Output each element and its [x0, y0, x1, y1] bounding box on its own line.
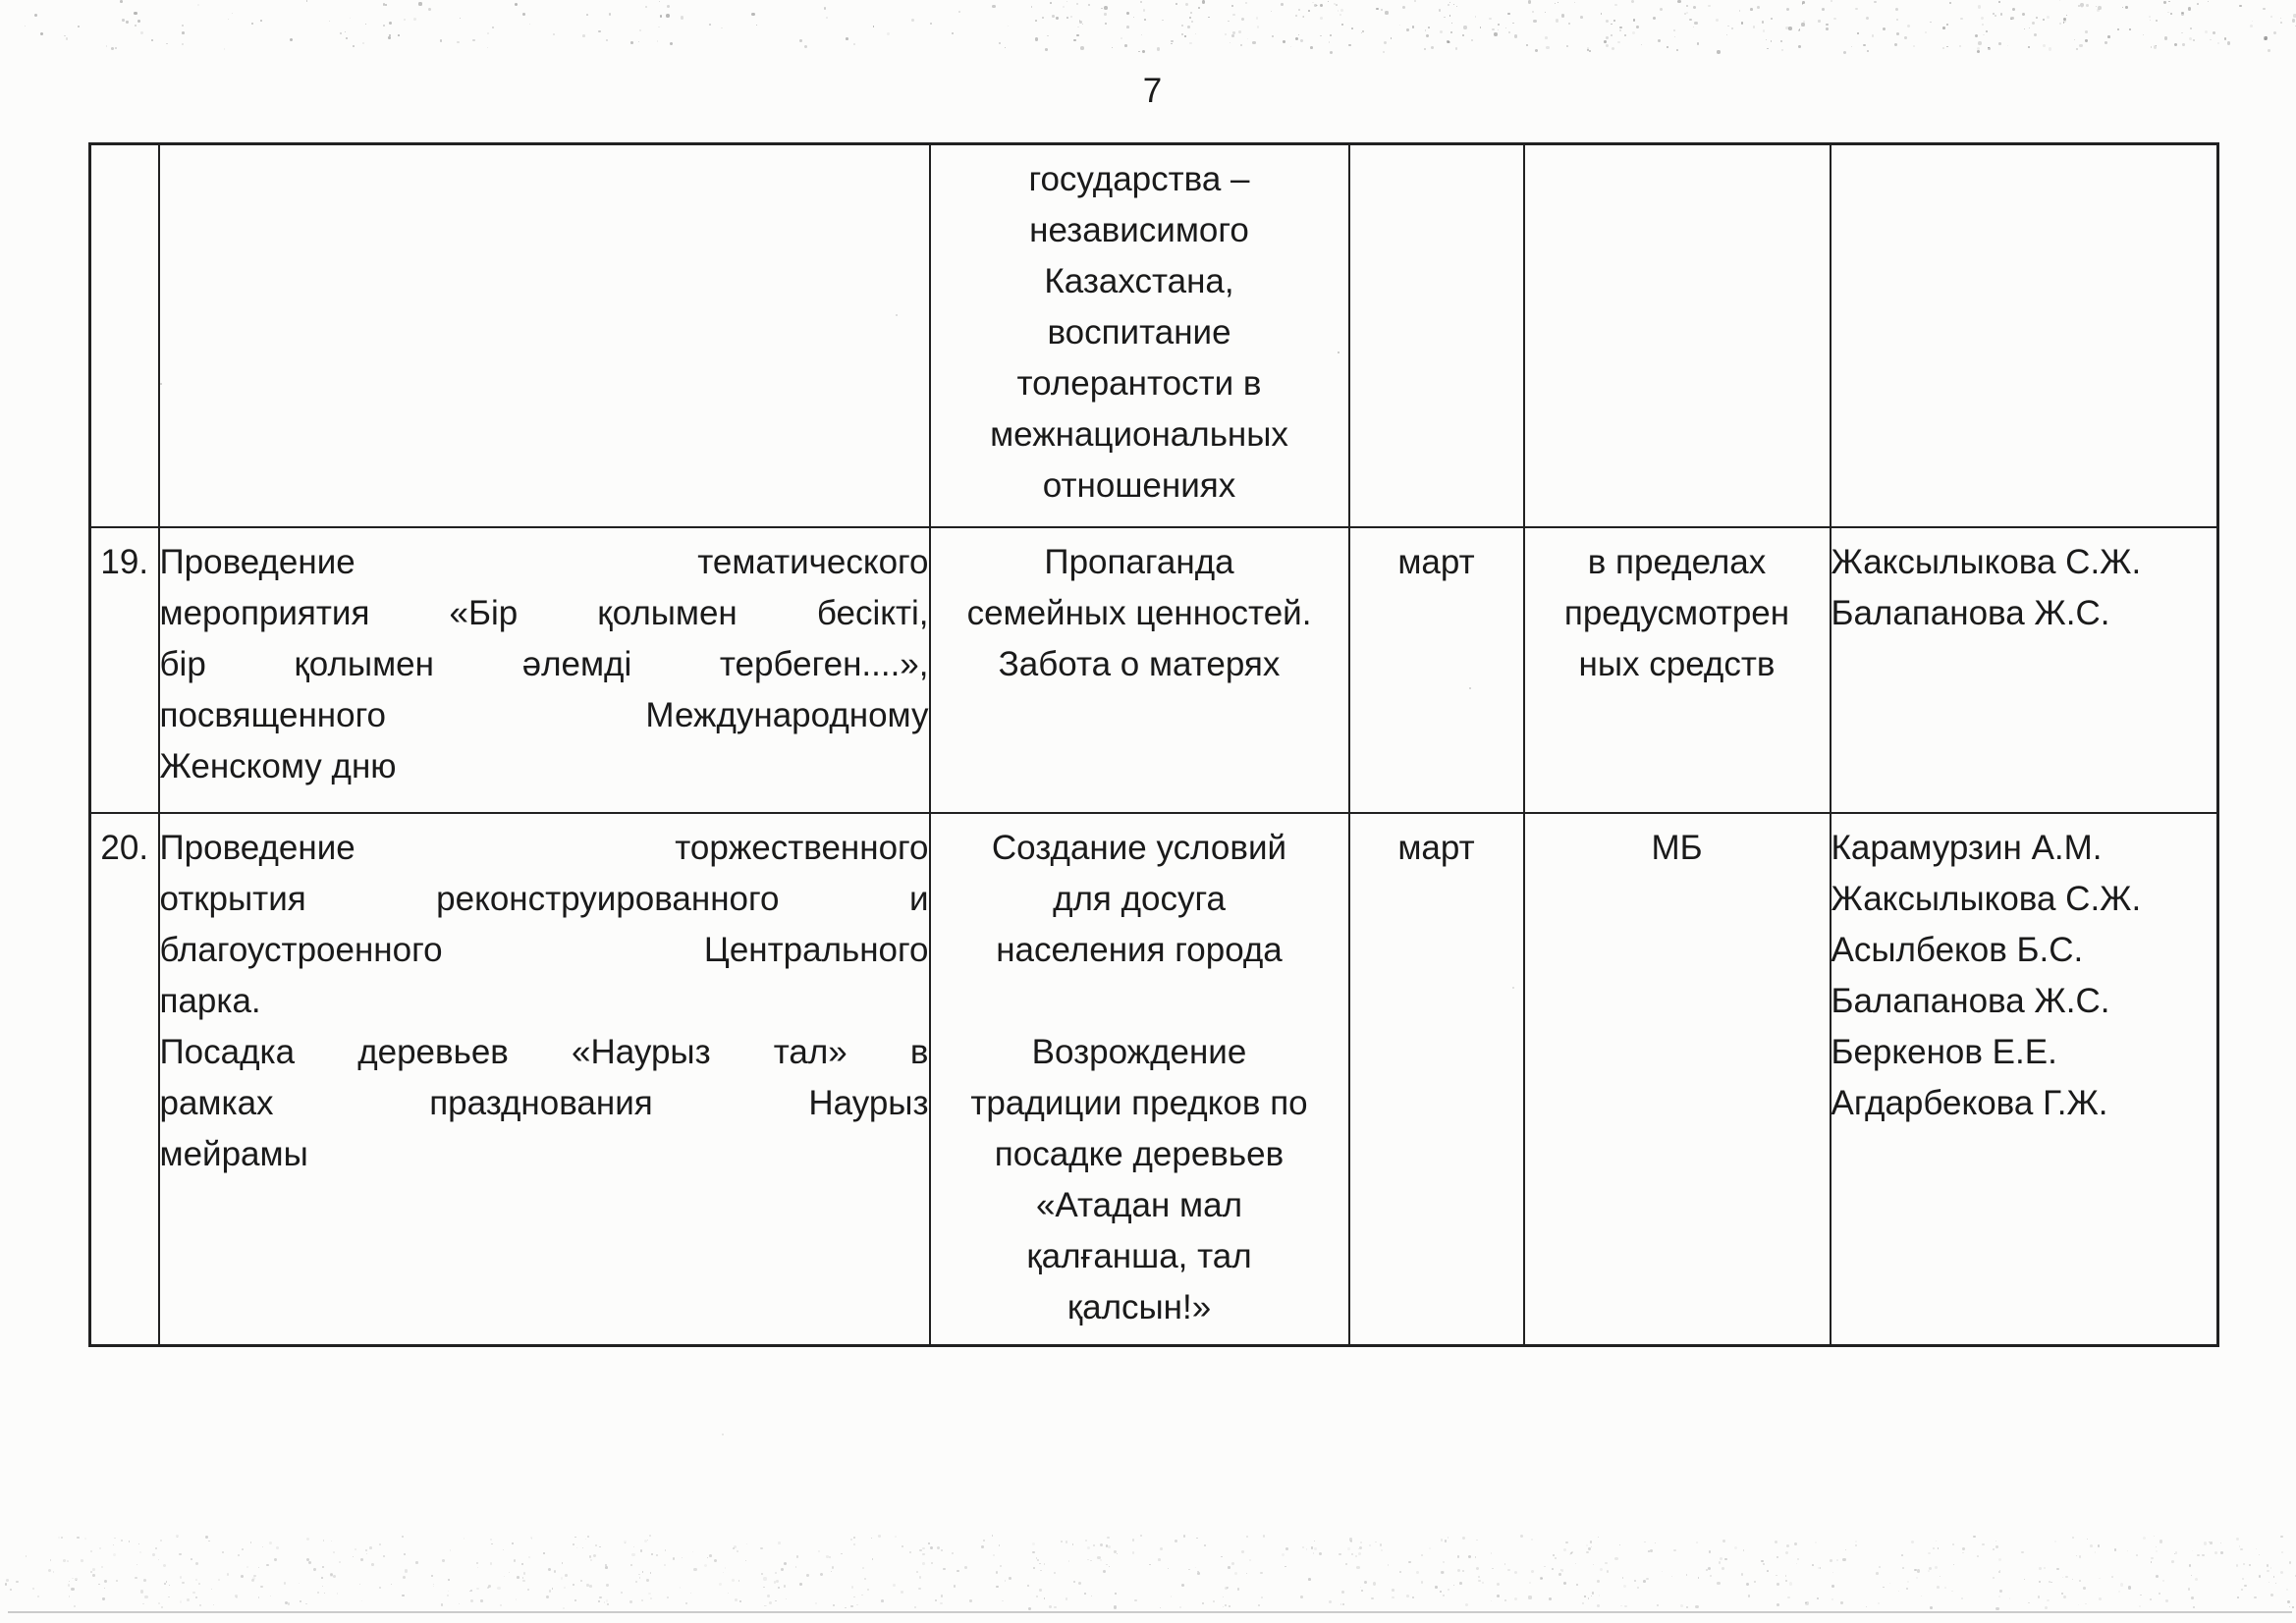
text-line: населения города [996, 930, 1283, 969]
text-line: март [1397, 828, 1475, 867]
text-line: парка. [159, 981, 261, 1020]
text-line: мероприятия «Бір қолымен бесікті, [159, 593, 929, 632]
text-line: Посадка деревьев «Наурыз тал» в [159, 1032, 929, 1071]
cell-budget: в пределах предусмотрен ных средств [1522, 525, 1831, 814]
text-line: благоустроенного Центрального [159, 930, 929, 969]
text-line: посвященного Международному [159, 695, 929, 734]
text-line: открытия реконструированного и [159, 879, 929, 918]
text-line: Балапанова Ж.С. [1831, 593, 2110, 632]
text-line: Возрождение [1031, 1032, 1247, 1071]
text-line: для досуга [1053, 879, 1226, 918]
text-line: отношениях [1042, 466, 1236, 505]
cell-activity [157, 142, 931, 528]
text-line: қалғанша, тал [1026, 1236, 1252, 1275]
text-line: МБ [1651, 828, 1703, 867]
text-line: воспитание [1047, 313, 1231, 352]
cell-activity: Проведение тематического мероприятия «Бір… [157, 525, 931, 814]
text-line: «Атадан мал [1035, 1185, 1243, 1224]
text-line: толерантости в [1016, 364, 1262, 403]
cell-responsible [1829, 142, 2219, 528]
text-line: қалсын!» [1066, 1287, 1212, 1326]
cell-purpose: Создание условий для досуга населения горо… [928, 811, 1350, 1347]
text-line [932, 976, 1347, 1027]
text-line: Забота о матерях [998, 644, 1281, 683]
text-line: традиции предков по [970, 1083, 1308, 1122]
text-line: 20. [100, 828, 149, 867]
text-line: Пропаганда [1044, 542, 1234, 581]
cell-budget: МБ [1522, 811, 1831, 1347]
text-line: ных средств [1578, 644, 1776, 683]
text-line: в пределах [1587, 542, 1767, 581]
cell-row-number: 19. [88, 525, 160, 814]
text-line: Создание условий [991, 828, 1287, 867]
text-line: независимого [1029, 211, 1249, 249]
text-line: Проведение тематического [159, 542, 929, 581]
page-number: 7 [1142, 72, 1163, 110]
table-body: государства – независимого Казахстана, восп… [88, 142, 2219, 1347]
cell-month: март [1347, 525, 1525, 814]
text-line: межнациональных [990, 415, 1288, 454]
text-line: Жаксылыкова С.Ж. [1831, 542, 2142, 581]
text-line: мейрамы [159, 1134, 308, 1173]
text-line: Женскому дню [159, 746, 397, 785]
text-line: семейных ценностей. [966, 593, 1312, 632]
text-line: 19. [100, 542, 149, 581]
cell-month: март [1347, 811, 1525, 1347]
table-row: государства – независимого Казахстана, восп… [88, 142, 2219, 528]
cell-activity: Проведение торжественного открытия реконс… [157, 811, 931, 1347]
cell-responsible: Жаксылыкова С.Ж. Балапанова Ж.С. [1829, 525, 2219, 814]
cell-budget [1522, 142, 1831, 528]
action-plan-table: государства – независимого Казахстана, восп… [88, 142, 2219, 1347]
cell-responsible: Карамурзин А.М. Жаксылыкова С.Ж. Асылбеков… [1829, 811, 2219, 1347]
text-line: Казахстана, [1044, 262, 1234, 300]
text-line: Беркенов Е.Е. [1831, 1032, 2057, 1071]
cell-row-number: 20. [88, 811, 160, 1347]
text-line: Асылбеков Б.С. [1831, 930, 2084, 969]
scanner-artifact-line [8, 1611, 2292, 1613]
text-line: Проведение торжественного [159, 828, 929, 867]
text-line: март [1397, 542, 1475, 581]
cell-purpose: Пропаганда семейных ценностей. Забота о ма… [928, 525, 1350, 814]
text-line: Карамурзин А.М. [1831, 828, 2103, 867]
cell-purpose: государства – независимого Казахстана, восп… [928, 142, 1350, 528]
table-row: 20. Проведение торжественного открытия рек… [88, 811, 2219, 1347]
text-line: государства – [1028, 160, 1250, 198]
cell-month [1347, 142, 1525, 528]
text-line: Балапанова Ж.С. [1831, 981, 2110, 1020]
cell-row-number [88, 142, 160, 528]
text-line: рамках празднования Наурыз [159, 1083, 929, 1122]
text-line: предусмотрен [1563, 593, 1790, 632]
text-line: посадке деревьев [994, 1134, 1285, 1173]
table-row: 19. Проведение тематического мероприятия «… [88, 525, 2219, 814]
text-line: бір қолымен әлемді тербеген....», [159, 644, 929, 683]
text-line: Жаксылыкова С.Ж. [1831, 879, 2142, 918]
text-line: Агдарбекова Г.Ж. [1831, 1083, 2108, 1122]
